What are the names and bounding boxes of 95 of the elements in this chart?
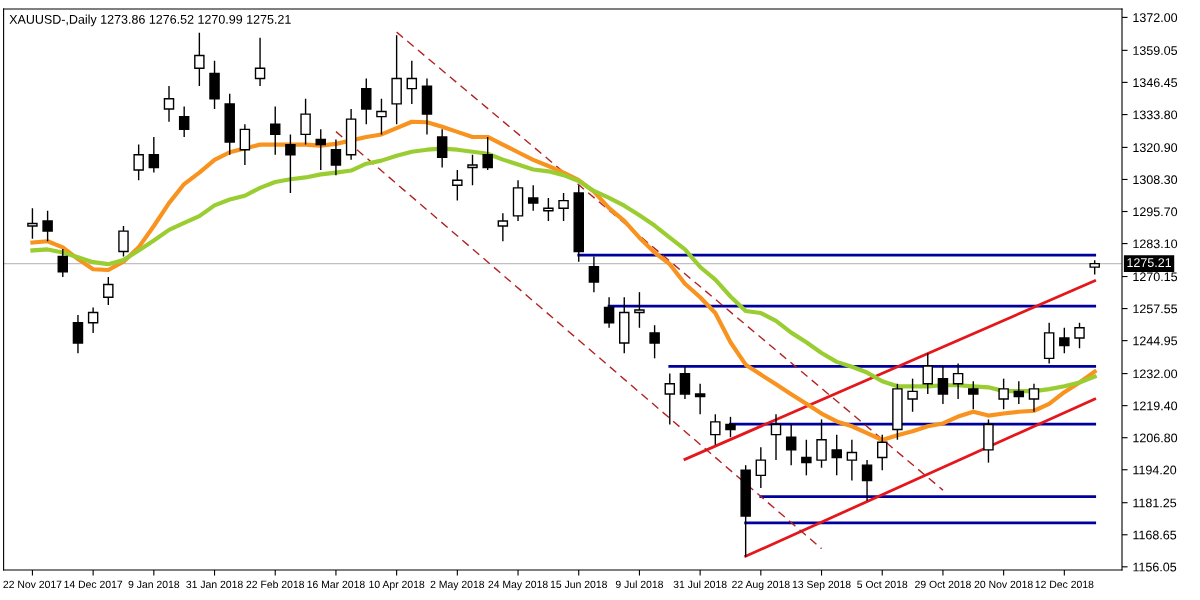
y-tick-label: 1333.80: [1133, 110, 1178, 120]
candlestick: [87, 306, 99, 334]
candlestick: [406, 59, 418, 105]
candlestick: [133, 143, 144, 181]
x-tick-label: 2 May 2018: [430, 580, 485, 591]
candlestick: [846, 439, 858, 482]
ref-line-label: 1275.21: [1127, 258, 1172, 268]
candlestick: [527, 184, 539, 212]
y-tick-label: 1359.05: [1133, 46, 1178, 55]
candlestick: [588, 255, 600, 293]
y-tick-label: 1168.65: [1133, 530, 1177, 540]
candlestick: [816, 418, 827, 469]
y-tick-label: 1346.45: [1133, 78, 1178, 88]
candlestick: [361, 77, 372, 125]
candlestick: [725, 416, 736, 438]
candlestick: [57, 248, 69, 278]
y-tick-label: 1295.70: [1133, 207, 1178, 217]
x-tick-label: 16 Mar 2018: [307, 580, 365, 589]
x-tick-label: 20 Nov 2018: [974, 580, 1033, 589]
y-tick-label: 1308.30: [1133, 175, 1178, 185]
candlestick: [952, 362, 964, 400]
candlestick: [710, 413, 721, 446]
y-tick-label: 1232.00: [1133, 369, 1178, 379]
candlestick: [664, 372, 676, 426]
candlestick: [649, 324, 660, 360]
y-tick-label: 1270.15: [1133, 272, 1178, 282]
x-tick-label: 22 Nov 2017: [3, 580, 62, 589]
candlestick: [861, 459, 873, 502]
candlestick: [558, 192, 569, 222]
candlestick: [178, 105, 190, 138]
candlestick: [315, 128, 327, 171]
candlestick: [163, 85, 175, 123]
y-tick-label: 1181.25: [1133, 498, 1177, 508]
candlestick: [1059, 327, 1070, 354]
x-tick-label: 22 Aug 2018: [732, 580, 790, 591]
candlestick: [497, 212, 509, 242]
y-tick-label: 1206.80: [1133, 433, 1178, 443]
candlestick: [194, 31, 205, 87]
candlestick: [482, 136, 493, 171]
chart-title: XAUUSD-,Daily 1273.86 1276.52 1270.99 1275.21: [9, 14, 291, 27]
x-tick-label: 29 Oct 2018: [915, 580, 971, 589]
candlestick: [801, 439, 812, 477]
candlestick: [876, 433, 888, 471]
x-tick-label: 31 Jan 2018: [186, 580, 243, 589]
y-tick-label: 1156.05: [1133, 562, 1177, 572]
x-tick-label: 9 Jan 2018: [128, 580, 180, 589]
candlestick: [467, 154, 478, 187]
candlestick: [300, 98, 311, 146]
candlestick: [376, 98, 387, 136]
candlestick: [42, 210, 53, 242]
x-tick-label: 5 Oct 2018: [857, 580, 908, 589]
y-tick-label: 1244.95: [1133, 336, 1178, 346]
candlestick: [603, 296, 615, 329]
y-tick-label: 1372.00: [1133, 13, 1178, 23]
candlestick: [1028, 383, 1040, 413]
candlestick: [755, 446, 767, 489]
x-tick-label: 31 Jul 2018: [673, 580, 727, 589]
x-tick-label: 12 Dec 2018: [1035, 580, 1094, 589]
candlestick: [785, 423, 797, 466]
candlestick: [770, 413, 782, 461]
x-tick-label: 24 May 2018: [488, 580, 548, 591]
x-tick-label: 14 Dec 2017: [64, 580, 123, 589]
x-tick-label: 10 Apr 2018: [369, 580, 425, 591]
candlestick: [118, 225, 129, 258]
x-tick-label: 13 Sep 2018: [792, 580, 851, 591]
candlestick: [436, 128, 448, 169]
candlestick: [1074, 322, 1085, 349]
candlestick: [27, 207, 38, 240]
y-tick-label: 1257.55: [1133, 304, 1178, 314]
candlestick: [907, 377, 918, 413]
candlestick: [285, 133, 296, 194]
candlestick: [679, 365, 691, 400]
candlestick: [694, 383, 706, 415]
candlestick: [148, 136, 160, 174]
candlestick: [72, 314, 84, 354]
x-tick-label: 9 Jul 2018: [615, 580, 664, 589]
candlestick: [330, 138, 342, 176]
candlestick: [254, 37, 266, 87]
candlestick: [634, 291, 645, 329]
y-tick-label: 1194.20: [1133, 465, 1177, 475]
candlestick: [103, 276, 114, 306]
candlestick: [239, 123, 251, 166]
candlestick: [998, 377, 1009, 410]
y-tick-label: 1320.90: [1133, 143, 1178, 153]
candlestick: [1013, 380, 1025, 405]
x-tick-label: 15 Jun 2018: [550, 580, 607, 589]
candlestick: [922, 352, 934, 395]
candlestick: [968, 380, 979, 410]
candlestick: [831, 433, 842, 477]
y-tick-label: 1283.10: [1133, 239, 1178, 249]
x-tick-label: 22 Feb 2018: [246, 580, 305, 589]
candlestick: [937, 365, 949, 405]
candlestick: [452, 169, 463, 202]
candlestick: [269, 105, 281, 156]
y-tick-label: 1219.40: [1133, 401, 1178, 411]
